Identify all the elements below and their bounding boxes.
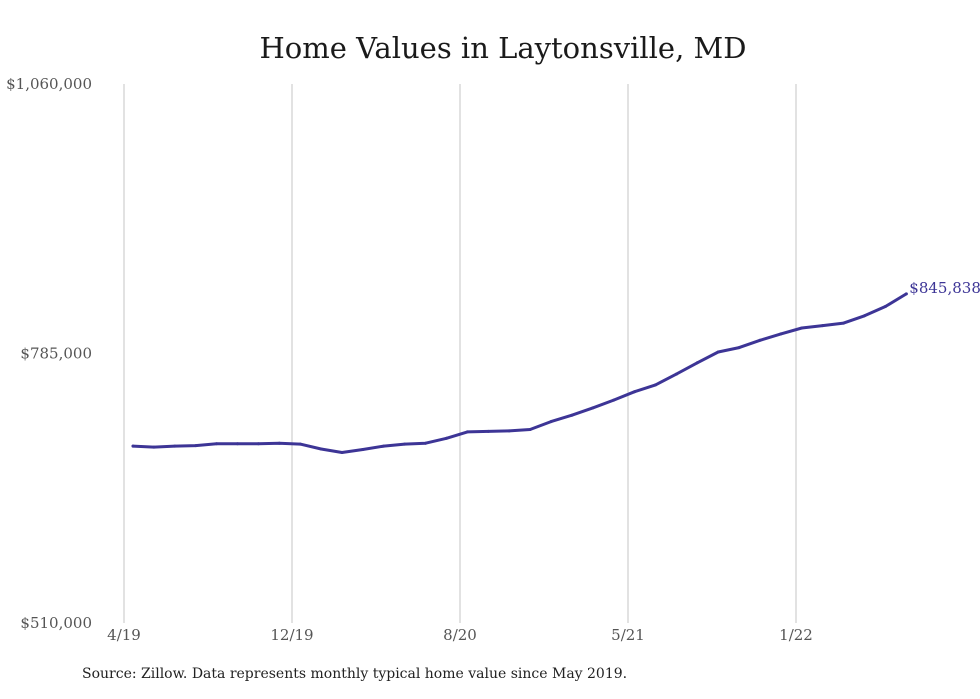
data-point xyxy=(465,430,469,434)
data-point xyxy=(131,444,135,448)
data-point xyxy=(486,429,490,433)
end-value-label: $845,838 xyxy=(909,279,980,297)
data-point xyxy=(319,447,323,451)
x-axis-ticks: 4/19 12/19 8/20 5/21 1/22 xyxy=(107,626,813,644)
data-point xyxy=(173,444,177,448)
source-note: Source: Zillow. Data represents monthly … xyxy=(82,666,628,682)
data-point xyxy=(570,413,574,417)
data-point xyxy=(277,441,281,445)
x-tick-label: 12/19 xyxy=(270,626,313,644)
data-point xyxy=(507,429,511,433)
y-axis-ticks: $1,060,000 $785,000 $510,000 xyxy=(6,75,92,632)
data-point xyxy=(779,332,783,336)
grid-lines xyxy=(123,84,797,623)
y-tick-label: $510,000 xyxy=(20,614,92,632)
data-point xyxy=(236,442,239,446)
x-tick-label: 5/21 xyxy=(611,626,645,644)
data-points xyxy=(131,292,908,454)
data-point xyxy=(215,442,219,446)
y-tick-label: $785,000 xyxy=(20,345,92,363)
data-point xyxy=(758,338,762,342)
data-point xyxy=(549,420,553,424)
home-value-line xyxy=(131,292,908,454)
data-point xyxy=(904,292,908,296)
data-point xyxy=(445,436,448,440)
data-point xyxy=(152,445,156,449)
x-tick-label: 1/22 xyxy=(779,626,813,644)
data-point xyxy=(361,448,365,451)
data-point xyxy=(863,314,866,318)
x-tick-label: 8/20 xyxy=(443,626,477,644)
data-point xyxy=(695,361,699,365)
data-point xyxy=(716,350,720,354)
data-point xyxy=(800,326,804,330)
data-point xyxy=(633,390,637,394)
data-point xyxy=(674,372,678,376)
data-point xyxy=(340,451,344,454)
x-tick-label: 4/19 xyxy=(107,626,141,644)
data-point xyxy=(883,305,887,308)
data-point xyxy=(382,444,386,448)
data-point xyxy=(654,383,657,387)
y-tick-label: $1,060,000 xyxy=(6,75,92,93)
data-point xyxy=(403,442,407,446)
data-point xyxy=(591,406,595,410)
data-point xyxy=(298,442,302,446)
line-chart: Home Values in Laytonsville, MD $1,060,0… xyxy=(6,31,980,644)
data-point xyxy=(821,324,825,328)
data-point xyxy=(424,441,428,445)
data-point xyxy=(612,398,616,402)
data-point xyxy=(256,442,260,446)
data-point xyxy=(842,321,846,325)
data-point xyxy=(528,428,532,431)
data-point xyxy=(194,444,198,448)
chart-title: Home Values in Laytonsville, MD xyxy=(260,31,747,65)
data-point xyxy=(737,346,741,350)
